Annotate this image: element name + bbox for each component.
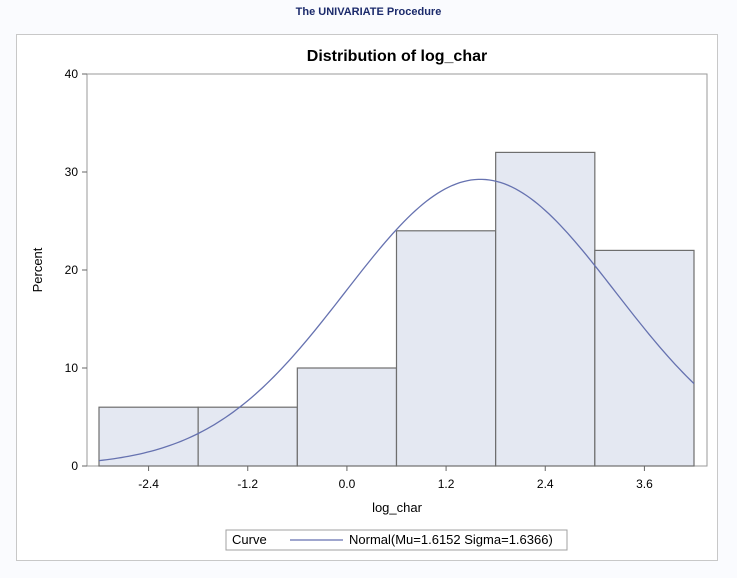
x-tick-label: -2.4 xyxy=(138,477,159,491)
legend-box xyxy=(225,529,568,551)
y-tick-label: 40 xyxy=(65,67,79,81)
legend: Curve Normal(Mu=1.6152 Sigma=1.6366) xyxy=(225,529,568,551)
x-axis: -2.4 -1.2 0.0 1.2 2.4 3.6 xyxy=(138,466,653,491)
normal-curve xyxy=(98,178,695,462)
x-tick-label: 3.6 xyxy=(636,477,653,491)
y-tick-label: 30 xyxy=(65,165,79,179)
legend-entry: Normal(Mu=1.6152 Sigma=1.6366) xyxy=(349,532,553,547)
histogram-bars xyxy=(98,151,695,467)
x-tick-label: 0.0 xyxy=(339,477,356,491)
x-tick-label: 1.2 xyxy=(438,477,455,491)
y-tick-label: 10 xyxy=(65,361,79,375)
histogram-bar-2 xyxy=(296,367,398,467)
histogram-bar-0 xyxy=(98,406,199,467)
y-tick-label: 0 xyxy=(71,459,78,473)
histogram-bar-1 xyxy=(197,406,298,467)
x-axis-label: log_char xyxy=(372,500,423,515)
legend-title: Curve xyxy=(232,532,267,547)
histogram-bar-4 xyxy=(495,151,596,467)
y-tick-label: 20 xyxy=(65,263,79,277)
procedure-title: The UNIVARIATE Procedure xyxy=(295,6,442,18)
chart-title: Distribution of log_char xyxy=(307,48,487,65)
histogram-bar-3 xyxy=(395,230,497,467)
histogram-bar-5 xyxy=(594,249,695,467)
y-axis-label: Percent xyxy=(30,247,45,292)
y-axis: 0 10 20 30 40 xyxy=(65,67,87,473)
x-tick-label: 2.4 xyxy=(537,477,554,491)
x-tick-label: -1.2 xyxy=(237,477,258,491)
